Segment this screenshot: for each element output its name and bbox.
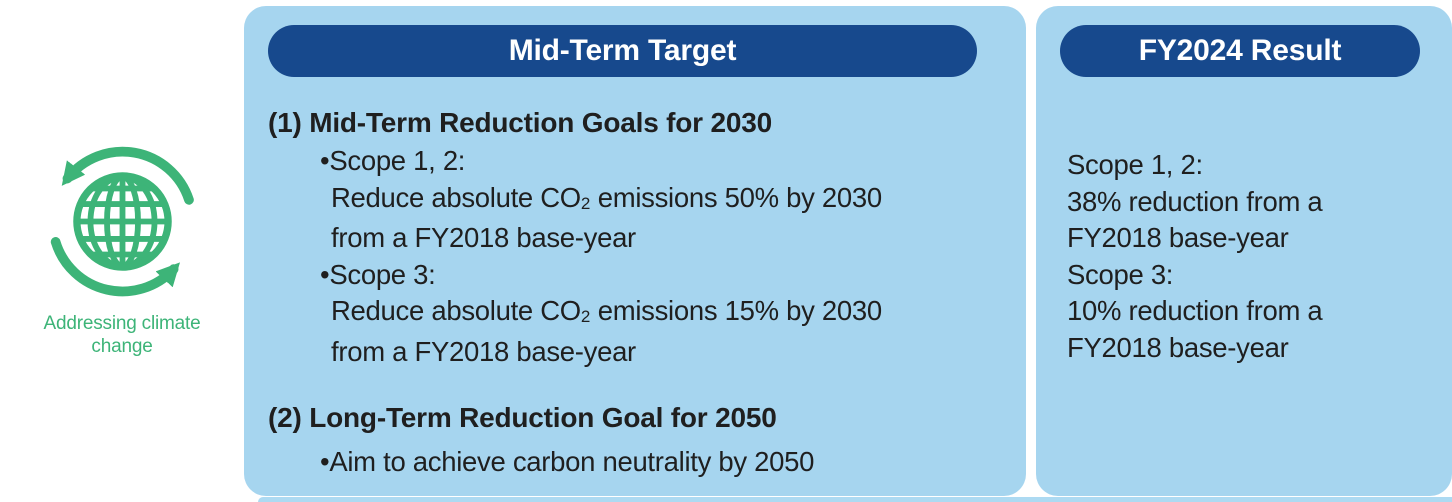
mid-term-target-body: (1) Mid-Term Reduction Goals for 2030 •S…	[268, 104, 1008, 480]
result-scope3-label: Scope 3:	[1067, 258, 1174, 290]
result-scope3-line1: 10% reduction from a	[1067, 295, 1323, 327]
goal-2050-bullet: •Aim to achieve carbon neutrality by 205…	[320, 445, 815, 477]
mid-term-target-panel: Mid-Term Target (1) Mid-Term Reduction G…	[244, 6, 1026, 496]
scope3-goal-line2: from a FY2018 base-year	[331, 335, 636, 367]
mid-term-target-title: Mid-Term Target	[508, 34, 737, 67]
scope12-goal-line1-pre: Reduce absolute CO	[331, 181, 581, 213]
scope3-goal-line1: Reduce absolute CO2 emissions 15% by 203…	[331, 293, 1008, 334]
result-scope12-line2: FY2018 base-year	[1067, 222, 1289, 254]
scope3-bullet: •Scope 3:	[320, 258, 436, 290]
scope3-goal-line1-pre: Reduce absolute CO	[331, 295, 581, 327]
result-scope12-line1: 38% reduction from a	[1067, 185, 1323, 217]
scope12-goal-line1-post: emissions 50% by 2030	[590, 181, 882, 213]
fy2024-result-panel: FY2024 Result Scope 1, 2: 38% reduction …	[1036, 6, 1452, 496]
fy2024-result-body: Scope 1, 2: 38% reduction from a FY2018 …	[1067, 147, 1437, 367]
scope12-goal-line2: from a FY2018 base-year	[331, 222, 636, 254]
co2-subscript: 2	[580, 193, 591, 213]
result-scope12-label: Scope 1, 2:	[1067, 149, 1203, 180]
goal-2030-heading: (1) Mid-Term Reduction Goals for 2030	[268, 107, 772, 138]
goal-2050-heading: (2) Long-Term Reduction Goal for 2050	[268, 401, 777, 433]
scope12-goal-line1: Reduce absolute CO2 emissions 50% by 203…	[331, 180, 1008, 221]
scope12-bullet: •Scope 1, 2:	[320, 145, 466, 176]
next-section-edge	[258, 497, 1452, 502]
co2-subscript: 2	[580, 307, 591, 327]
mid-term-target-header: Mid-Term Target	[268, 25, 977, 77]
scope3-goal-line1-post: emissions 15% by 2030	[590, 295, 882, 327]
fy2024-result-title: FY2024 Result	[1138, 34, 1342, 67]
climate-caption: Addressing climate change	[43, 312, 201, 357]
result-scope3-line2: FY2018 base-year	[1067, 331, 1289, 363]
globe-recycle-icon	[40, 139, 205, 304]
climate-label-zone: Addressing climate change	[0, 0, 244, 496]
fy2024-result-header: FY2024 Result	[1060, 25, 1420, 77]
